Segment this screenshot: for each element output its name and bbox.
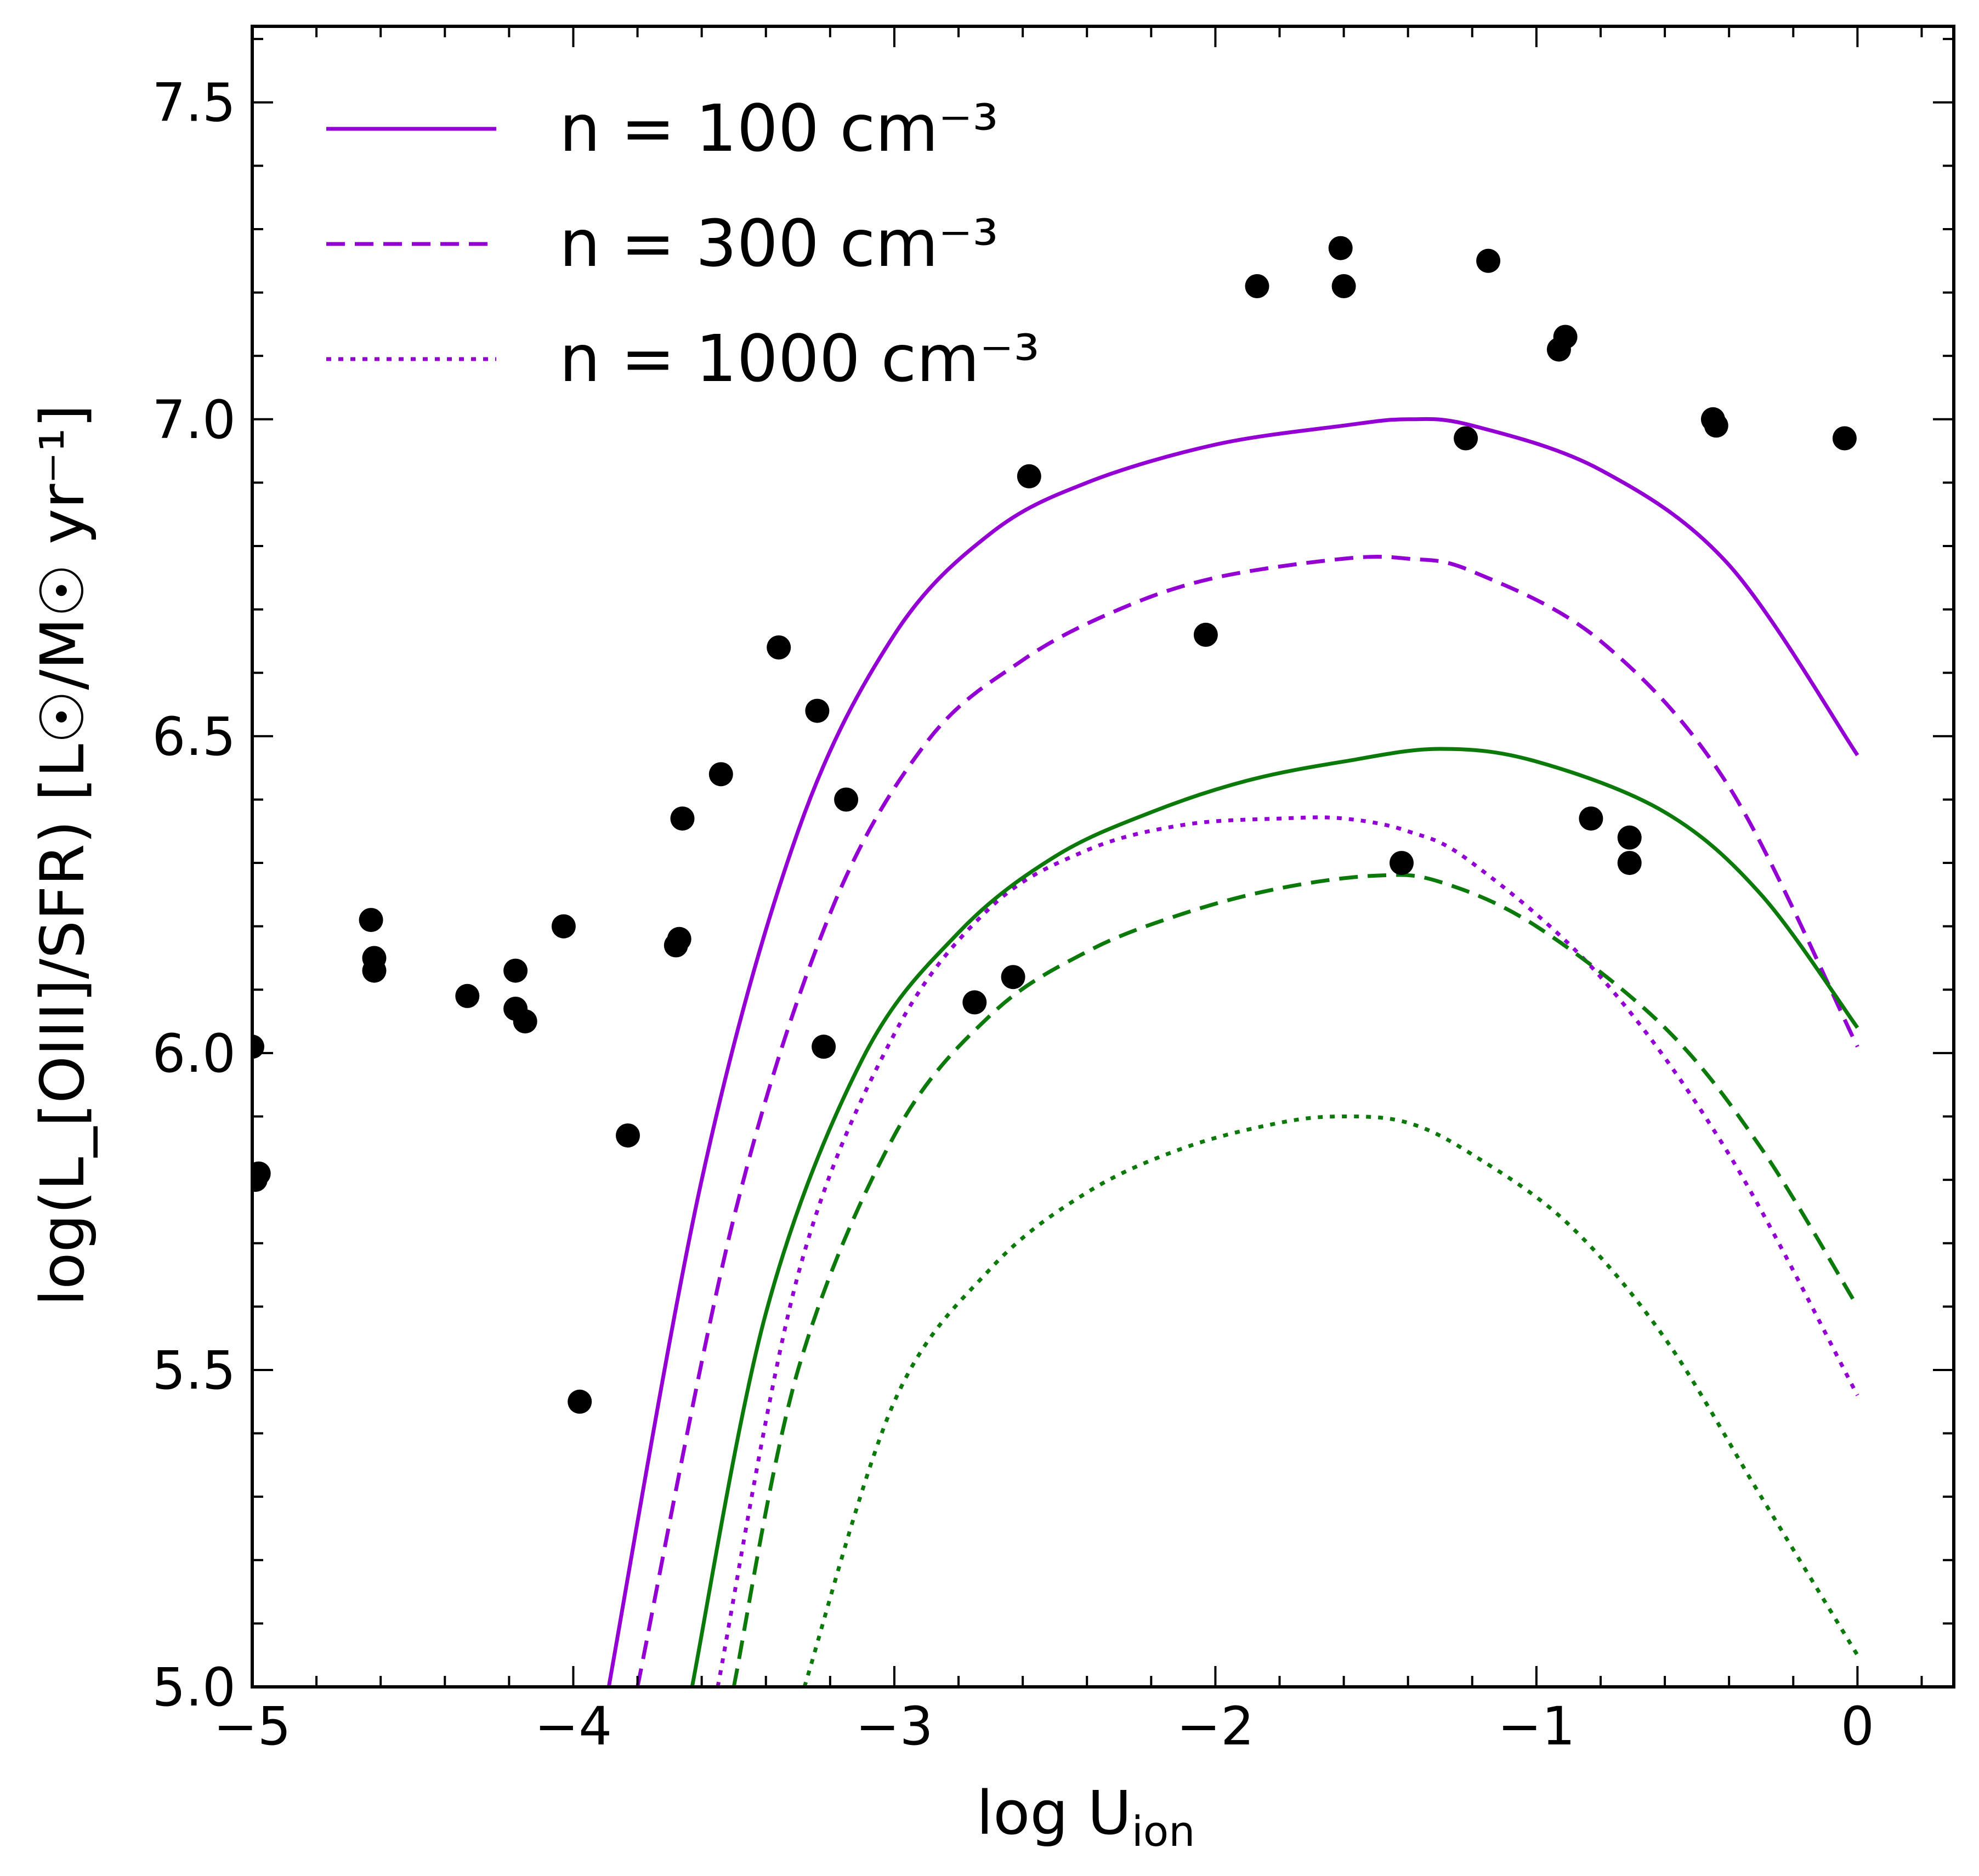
data-point (1617, 851, 1642, 876)
x-axis-label-main: log U (977, 1778, 1132, 1848)
y-tick-label: 5.0 (152, 1657, 236, 1718)
data-point (551, 914, 576, 939)
plot-frame (251, 25, 1955, 1689)
data-point (1328, 236, 1353, 260)
data-point (767, 635, 791, 660)
data-point (708, 762, 733, 787)
y-tick-label: 5.5 (152, 1340, 236, 1401)
y-axis-label: log(L_[OIII]/SFR) [L☉/M☉ yr⁻¹] (27, 405, 98, 1306)
x-axis-label-subscript: ion (1132, 1807, 1195, 1856)
data-point (568, 1389, 592, 1414)
x-tick-label: −1 (1498, 1696, 1575, 1757)
data-point (1390, 851, 1414, 876)
data-point (1832, 426, 1857, 451)
series-curves (606, 417, 1859, 1687)
x-axis-label: log Uion (977, 1778, 1195, 1856)
y-tick-label: 7.5 (152, 72, 236, 134)
data-point (1331, 274, 1356, 298)
series-line-1 (606, 417, 1859, 1687)
data-point (812, 1034, 836, 1059)
data-point (359, 908, 383, 933)
data-point (1553, 325, 1578, 349)
data-point (667, 926, 691, 951)
y-tick-label: 6.5 (152, 706, 236, 768)
data-point (513, 1009, 537, 1034)
data-point (1617, 825, 1642, 850)
data-point (805, 698, 830, 723)
legend-label-3: n = 1000 cm⁻³ (559, 321, 1040, 396)
legend-label-2: n = 300 cm⁻³ (559, 206, 999, 281)
data-point (1704, 413, 1728, 438)
series-line-4 (690, 747, 1859, 1687)
data-point (670, 806, 695, 831)
data-point (834, 787, 859, 812)
x-tick-label: −5 (213, 1696, 291, 1757)
data-point (616, 1123, 640, 1148)
data-point (455, 984, 480, 1008)
data-point (362, 958, 387, 983)
axis-tick-labels: −5 −4 −3 −2 −1 0 5.0 5.5 6.0 6.5 7.0 7.5 (152, 72, 1874, 1757)
data-points (252, 236, 1857, 1414)
legend: n = 100 cm⁻³ n = 300 cm⁻³ n = 1000 cm⁻³ (326, 90, 1040, 396)
data-point (962, 990, 987, 1015)
data-point (1579, 806, 1603, 831)
x-tick-label: −2 (1177, 1696, 1255, 1757)
data-point (1245, 274, 1269, 298)
data-point (1001, 965, 1025, 990)
data-point (1454, 426, 1478, 451)
data-point (1017, 464, 1041, 488)
series-line-3 (716, 815, 1859, 1687)
axis-ticks (251, 26, 1954, 1688)
legend-label-1: n = 100 cm⁻³ (559, 90, 999, 166)
series-line-2 (636, 554, 1859, 1687)
x-tick-label: −3 (855, 1696, 933, 1757)
data-point (1476, 248, 1501, 273)
x-tick-label: −4 (535, 1696, 613, 1757)
series-line-6 (802, 1115, 1859, 1687)
series-line-5 (732, 873, 1859, 1687)
data-point (503, 958, 528, 983)
y-tick-label: 7.0 (152, 389, 236, 451)
data-point (1193, 622, 1218, 647)
x-tick-label: 0 (1841, 1696, 1874, 1757)
y-tick-label: 6.0 (152, 1023, 236, 1084)
